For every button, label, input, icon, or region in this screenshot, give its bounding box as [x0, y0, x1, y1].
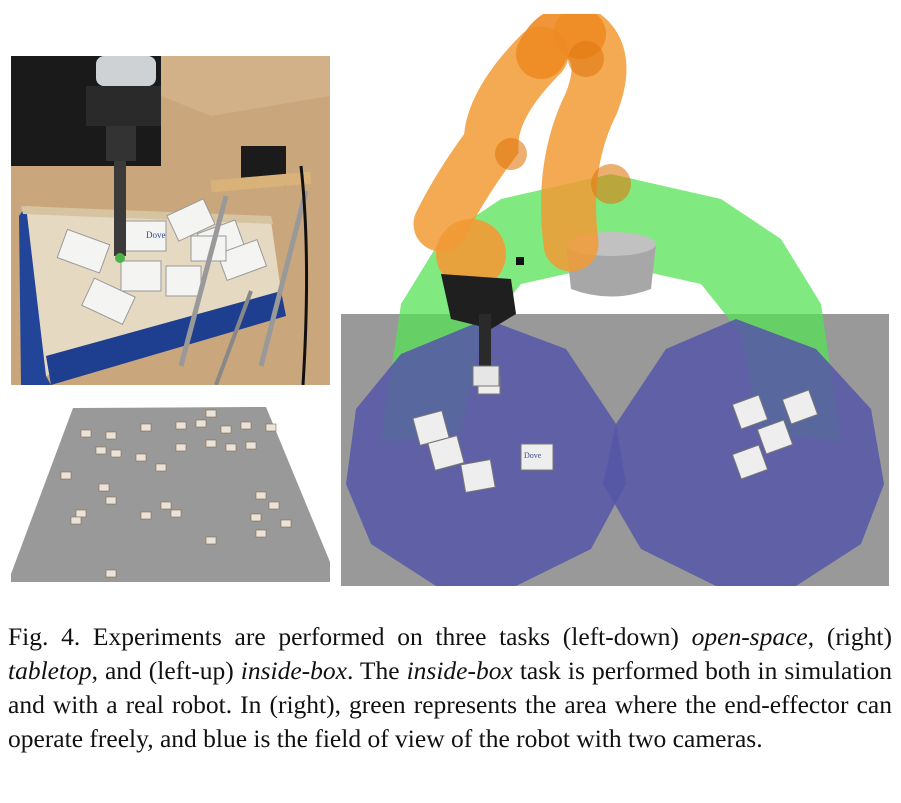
package-marker — [110, 449, 122, 458]
package-marker — [225, 443, 237, 452]
package-marker — [95, 446, 107, 455]
caption-segment: , and (left-up) — [91, 656, 241, 685]
robot-arm — [413, 14, 631, 289]
package-marker — [105, 431, 117, 440]
package-marker — [245, 441, 257, 450]
package-marker — [80, 429, 92, 438]
package-marker — [135, 453, 147, 462]
caption-label: Fig. 4. — [8, 622, 81, 651]
package-marker — [195, 419, 207, 428]
caption-segment: inside-box — [240, 656, 347, 685]
package-marker — [255, 491, 267, 500]
package-marker — [155, 463, 167, 472]
package-marker — [140, 511, 152, 520]
camera-rig — [178, 146, 312, 385]
package-marker — [175, 421, 187, 430]
package-marker — [105, 496, 117, 505]
box-front-wall — [46, 291, 286, 385]
caption-segment: . The — [347, 656, 407, 685]
package-marker — [205, 536, 217, 545]
box-left-wall — [19, 206, 51, 385]
package-marker — [268, 501, 280, 510]
package-marker — [265, 423, 277, 432]
package-marker — [250, 513, 262, 522]
open-space-render — [11, 402, 330, 582]
package-marker — [70, 516, 82, 525]
package-marker — [75, 509, 87, 518]
tabletop-scene: Dove — [341, 14, 889, 586]
caption-segment: task is performed both in simulation and… — [8, 656, 893, 753]
caption-segment: Experiments are performed on three tasks… — [80, 622, 692, 651]
figure-caption: Fig. 4. Experiments are performed on thr… — [8, 620, 892, 756]
package-marker — [175, 443, 187, 452]
open-space-scene — [11, 402, 330, 582]
package-marker — [140, 423, 152, 432]
package-marker — [98, 483, 110, 492]
package-label: Dove — [146, 230, 166, 240]
camera-fov-left — [346, 319, 626, 586]
caption-segment: tabletop — [8, 656, 92, 685]
caption-segment: , (right) — [807, 622, 892, 651]
inside-box-scene: Dove — [11, 56, 330, 385]
package-marker — [240, 421, 252, 430]
package-marker — [205, 439, 217, 448]
package-marker — [60, 471, 72, 480]
caption-segment: inside-box — [406, 656, 513, 685]
package-marker — [280, 519, 292, 528]
package-marker — [160, 501, 172, 510]
real-robot-arm — [86, 56, 161, 263]
package-marker — [205, 409, 217, 418]
package-marker — [170, 509, 182, 518]
inside-box-photo: Dove — [11, 56, 330, 385]
tabletop-packages — [412, 375, 819, 493]
package-marker — [255, 529, 267, 538]
tabletop-render: Dove — [341, 14, 889, 586]
caption-segment: open-space — [691, 622, 808, 651]
package-marker — [220, 425, 232, 434]
package-marker — [105, 569, 117, 578]
gripper — [441, 257, 524, 387]
caption-body: Experiments are performed on three tasks… — [8, 622, 892, 753]
package-label: Dove — [524, 451, 542, 460]
open-table — [11, 407, 330, 582]
